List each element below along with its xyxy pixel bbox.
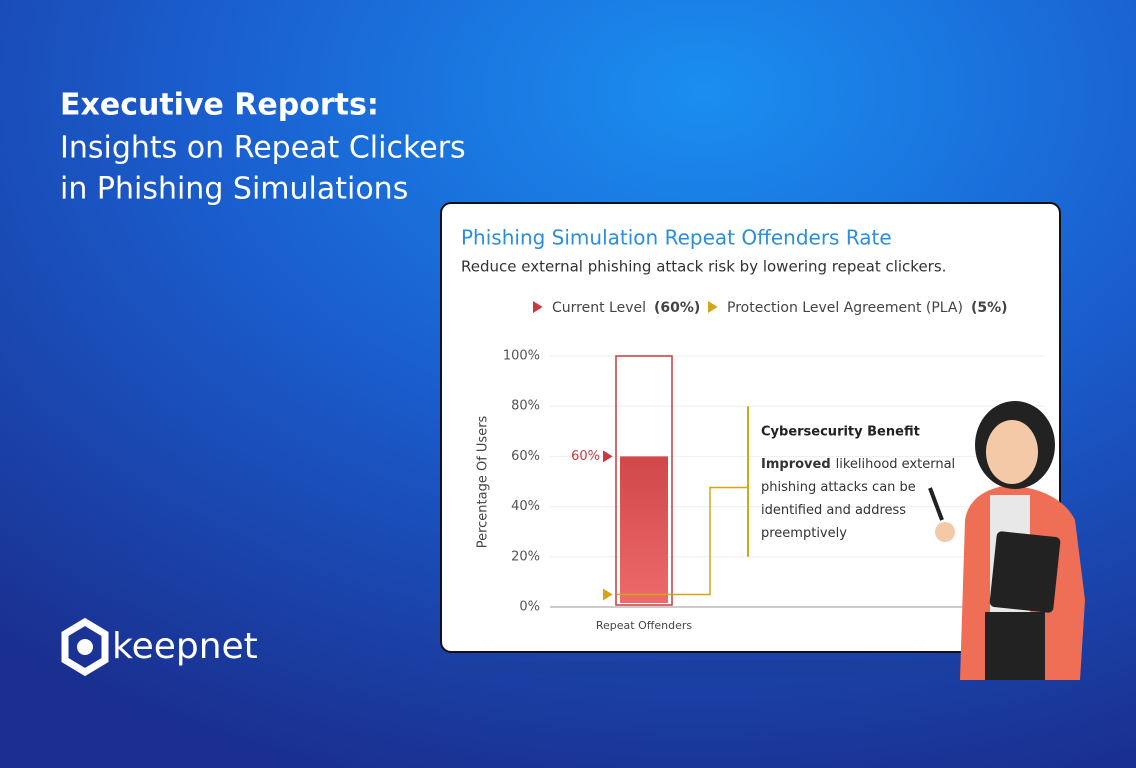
y-axis-label: Percentage Of Users bbox=[476, 415, 491, 548]
person-fringe bbox=[985, 406, 1045, 430]
card-shadow bbox=[430, 660, 1090, 676]
tablet bbox=[989, 531, 1061, 613]
illustration bbox=[928, 401, 1085, 680]
pen bbox=[928, 487, 944, 521]
annotation-text: preemptively bbox=[761, 526, 847, 541]
person-pants bbox=[985, 612, 1045, 680]
y-tick-label: 40% bbox=[511, 499, 540, 514]
legend-label: Current Level bbox=[552, 300, 646, 316]
legend-entry: Protection Level Agreement (PLA) (5%) bbox=[727, 300, 1008, 316]
y-tick-label: 80% bbox=[511, 399, 540, 414]
annotation-text: identified and address bbox=[761, 503, 906, 518]
person-face bbox=[986, 420, 1038, 484]
y-tick-label: 20% bbox=[511, 549, 540, 564]
card bbox=[440, 202, 1061, 653]
annotation-bold: Improved bbox=[761, 457, 831, 472]
logo-icon-core bbox=[77, 639, 93, 655]
annotation-line: Improved likelihood external bbox=[761, 457, 955, 472]
legend-label: Protection Level Agreement (PLA) bbox=[727, 300, 963, 316]
logo: keepnet bbox=[61, 617, 258, 677]
value-label: 60% bbox=[571, 449, 600, 464]
legend-value: (60%) bbox=[654, 300, 700, 316]
legend-marker bbox=[533, 301, 543, 313]
annotation-text: phishing attacks can be bbox=[761, 480, 916, 495]
chart-title: Phishing Simulation Repeat Offenders Rat… bbox=[461, 226, 892, 250]
annotation-title: Cybersecurity Benefit bbox=[761, 425, 920, 440]
pla-marker bbox=[603, 588, 613, 601]
header-title: Executive Reports: bbox=[60, 88, 379, 123]
person-hand bbox=[935, 522, 955, 542]
y-tick-label: 100% bbox=[503, 349, 540, 364]
pla-connector bbox=[617, 486, 748, 596]
logo-icon bbox=[61, 617, 109, 677]
logo-text: keepnet bbox=[112, 626, 258, 667]
annotation-line: preemptively bbox=[761, 526, 847, 541]
legend-marker bbox=[708, 301, 718, 313]
y-tick-label: 60% bbox=[511, 449, 540, 464]
header-subtitle: Insights on Repeat Clickers bbox=[60, 131, 466, 166]
legend-entry: Current Level (60%) bbox=[552, 300, 700, 316]
annotation-text: likelihood external bbox=[836, 457, 956, 472]
x-tick-label: Repeat Offenders bbox=[596, 619, 692, 632]
bar-range-outline bbox=[615, 355, 673, 606]
header-subtitle: in Phishing Simulations bbox=[60, 172, 408, 207]
y-tick-label: 0% bbox=[519, 600, 540, 615]
annotation-line: identified and address bbox=[761, 503, 906, 518]
annotation-line: phishing attacks can be bbox=[761, 480, 916, 495]
value-marker bbox=[603, 450, 613, 463]
bar bbox=[620, 456, 668, 603]
legend-value: (5%) bbox=[971, 300, 1008, 316]
chart-subtitle: Reduce external phishing attack risk by … bbox=[461, 258, 946, 276]
